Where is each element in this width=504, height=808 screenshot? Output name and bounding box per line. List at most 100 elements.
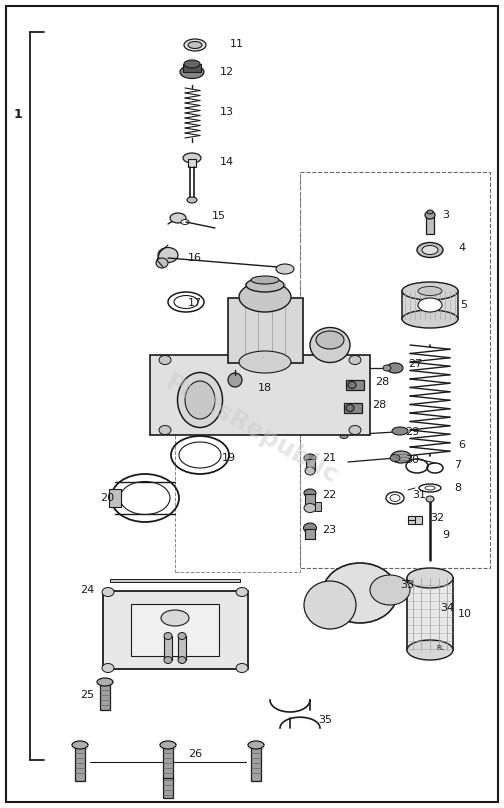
Bar bbox=[426, 216, 434, 234]
Ellipse shape bbox=[387, 363, 403, 373]
Bar bbox=[163, 778, 173, 798]
Bar bbox=[164, 636, 172, 660]
Ellipse shape bbox=[187, 197, 197, 203]
Text: 17: 17 bbox=[188, 298, 202, 308]
Ellipse shape bbox=[185, 381, 215, 419]
Ellipse shape bbox=[72, 741, 88, 749]
Ellipse shape bbox=[323, 563, 398, 623]
Text: 6: 6 bbox=[458, 440, 465, 450]
Bar bbox=[163, 743, 173, 781]
Ellipse shape bbox=[160, 741, 176, 749]
Bar bbox=[305, 459, 314, 471]
Text: 27: 27 bbox=[408, 359, 422, 369]
Ellipse shape bbox=[120, 482, 170, 515]
Bar bbox=[300, 172, 490, 568]
Ellipse shape bbox=[390, 494, 400, 502]
Bar bbox=[183, 64, 201, 72]
Text: 20: 20 bbox=[100, 493, 114, 503]
Text: 11: 11 bbox=[230, 39, 244, 49]
Ellipse shape bbox=[310, 327, 350, 363]
Text: 23: 23 bbox=[322, 525, 336, 535]
Ellipse shape bbox=[178, 633, 186, 639]
Bar bbox=[402, 291, 458, 319]
Ellipse shape bbox=[102, 663, 114, 672]
Text: 35: 35 bbox=[318, 715, 332, 725]
Ellipse shape bbox=[349, 426, 361, 435]
Ellipse shape bbox=[402, 282, 458, 300]
Bar bbox=[227, 297, 302, 363]
Text: 33: 33 bbox=[400, 580, 414, 590]
Ellipse shape bbox=[184, 60, 200, 68]
Ellipse shape bbox=[177, 372, 222, 427]
Text: 8: 8 bbox=[454, 483, 461, 493]
Bar bbox=[109, 489, 121, 507]
Text: 9: 9 bbox=[442, 530, 449, 540]
Ellipse shape bbox=[158, 247, 178, 263]
Ellipse shape bbox=[102, 587, 114, 596]
Ellipse shape bbox=[427, 210, 433, 214]
Bar bbox=[315, 502, 321, 511]
Ellipse shape bbox=[392, 427, 408, 435]
Ellipse shape bbox=[417, 242, 443, 258]
Text: 28: 28 bbox=[372, 400, 386, 410]
Text: 28: 28 bbox=[375, 377, 389, 387]
Ellipse shape bbox=[184, 39, 206, 51]
Bar bbox=[150, 355, 370, 435]
Text: 32: 32 bbox=[430, 513, 444, 523]
Ellipse shape bbox=[170, 213, 186, 223]
Text: 31: 31 bbox=[412, 490, 426, 500]
Ellipse shape bbox=[407, 568, 453, 588]
Ellipse shape bbox=[426, 496, 434, 502]
Ellipse shape bbox=[179, 442, 221, 468]
Ellipse shape bbox=[407, 640, 453, 660]
Text: 34: 34 bbox=[440, 603, 454, 613]
Text: 15: 15 bbox=[212, 211, 226, 221]
Ellipse shape bbox=[349, 356, 361, 364]
Text: PartsRepublic: PartsRepublic bbox=[161, 371, 343, 490]
Ellipse shape bbox=[164, 656, 172, 663]
Text: 14: 14 bbox=[220, 157, 234, 167]
Ellipse shape bbox=[239, 282, 291, 312]
Ellipse shape bbox=[246, 278, 284, 292]
Text: 13: 13 bbox=[220, 107, 234, 117]
Ellipse shape bbox=[390, 454, 400, 461]
Bar bbox=[407, 578, 453, 650]
Text: 30: 30 bbox=[405, 455, 419, 465]
Ellipse shape bbox=[180, 65, 204, 78]
Ellipse shape bbox=[425, 211, 435, 219]
Ellipse shape bbox=[316, 331, 344, 349]
Ellipse shape bbox=[239, 351, 291, 373]
Text: 21: 21 bbox=[322, 453, 336, 463]
Bar bbox=[110, 579, 240, 582]
Ellipse shape bbox=[159, 426, 171, 435]
Text: 16: 16 bbox=[188, 253, 202, 263]
Ellipse shape bbox=[304, 454, 316, 462]
Bar bbox=[178, 636, 186, 660]
Ellipse shape bbox=[348, 381, 356, 389]
Text: 25: 25 bbox=[80, 690, 94, 700]
Ellipse shape bbox=[236, 663, 248, 672]
Ellipse shape bbox=[161, 610, 189, 626]
Ellipse shape bbox=[276, 264, 294, 274]
Ellipse shape bbox=[236, 587, 248, 596]
Ellipse shape bbox=[97, 678, 113, 686]
Text: 5: 5 bbox=[460, 300, 467, 310]
Ellipse shape bbox=[370, 575, 410, 605]
Ellipse shape bbox=[183, 153, 201, 163]
Ellipse shape bbox=[425, 486, 435, 490]
Bar bbox=[102, 591, 247, 669]
Bar bbox=[100, 680, 110, 710]
Ellipse shape bbox=[188, 41, 202, 48]
Bar bbox=[305, 529, 315, 539]
Ellipse shape bbox=[228, 373, 242, 387]
Text: 22: 22 bbox=[322, 490, 336, 500]
Text: 10: 10 bbox=[458, 609, 472, 619]
Text: 1: 1 bbox=[14, 108, 22, 121]
Ellipse shape bbox=[178, 656, 186, 663]
Text: 18: 18 bbox=[258, 383, 272, 393]
Text: FL: FL bbox=[436, 645, 444, 651]
Ellipse shape bbox=[305, 467, 315, 475]
Text: 12: 12 bbox=[220, 67, 234, 77]
Ellipse shape bbox=[340, 434, 348, 439]
Ellipse shape bbox=[164, 633, 172, 639]
